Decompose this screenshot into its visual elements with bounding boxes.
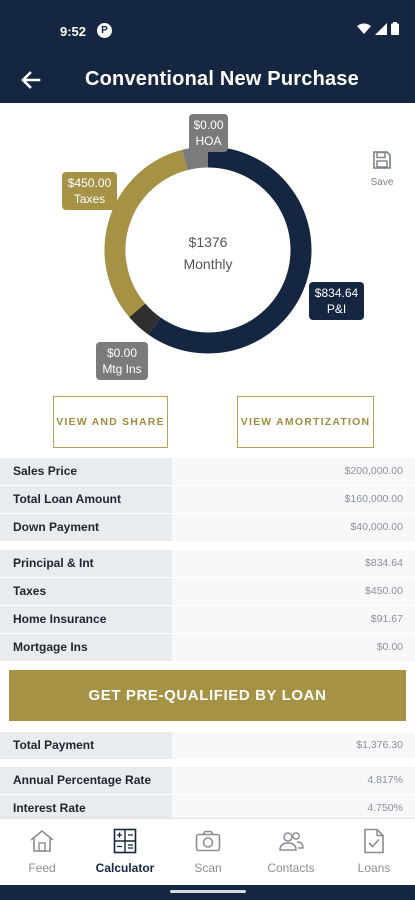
payment-breakdown-table: Principal & Int $834.64 Taxes $450.00 Home… — [0, 550, 415, 662]
calculator-icon — [113, 828, 137, 854]
table-row: Total Loan Amount $160,000.00 — [0, 486, 415, 514]
donut-slice-p-i — [148, 146, 312, 354]
pi-label: P&I — [326, 302, 347, 316]
get-prequalified-button[interactable]: GET PRE-QUALIFIED BY LOAN — [9, 670, 406, 721]
row-value: $834.64 — [172, 550, 415, 577]
app-bar: Conventional New Purchase — [0, 58, 415, 103]
page-title: Conventional New Purchase — [85, 68, 359, 90]
tab-label: Contacts — [267, 861, 315, 875]
row-value: $200,000.00 — [172, 458, 415, 485]
view-and-share-button[interactable]: VIEW AND SHARE — [53, 396, 168, 448]
row-label: Down Payment — [0, 514, 172, 541]
save-label: Save — [370, 177, 394, 188]
tab-scan[interactable]: Scan — [173, 827, 243, 875]
payment-donut-chart — [104, 146, 312, 354]
document-check-icon — [364, 828, 384, 854]
row-value: $160,000.00 — [172, 486, 415, 513]
monthly-total: $1376 — [188, 234, 228, 250]
home-icon — [30, 829, 54, 852]
row-label: Interest Rate — [0, 795, 172, 822]
row-label: Sales Price — [0, 458, 172, 485]
row-label: Annual Percentage Rate — [0, 767, 172, 794]
row-value: $0.00 — [172, 634, 415, 661]
row-value: $91.67 — [172, 606, 415, 633]
save-button[interactable]: Save — [366, 150, 398, 188]
hoa-label: HOA — [195, 134, 222, 148]
hoa-tag: $0.00 HOA — [189, 114, 228, 152]
rates-table: Annual Percentage Rate 4.817% Interest Ra… — [0, 767, 415, 823]
donut-slice-hoa — [182, 146, 209, 171]
row-value: 4.817% — [172, 767, 415, 794]
table-row: Taxes $450.00 — [0, 578, 415, 606]
pi-tag: $834.64 P&I — [309, 282, 364, 320]
taxes-amount: $450.00 — [67, 176, 112, 190]
row-value: $40,000.00 — [172, 514, 415, 541]
total-payment-table: Total Payment $1,376.30 — [0, 732, 415, 760]
signal-icon — [375, 22, 387, 35]
contacts-icon — [279, 832, 304, 851]
view-amortization-button[interactable]: VIEW AMORTIZATION — [237, 396, 374, 448]
table-row: Principal & Int $834.64 — [0, 550, 415, 578]
table-row: Mortgage Ins $0.00 — [0, 634, 415, 662]
app-notification-icon: P — [97, 23, 112, 38]
pi-amount: $834.64 — [314, 286, 359, 300]
system-icons — [357, 22, 399, 35]
table-row: Sales Price $200,000.00 — [0, 458, 415, 486]
tab-calculator[interactable]: Calculator — [90, 827, 160, 875]
row-label: Total Loan Amount — [0, 486, 172, 513]
table-row: Down Payment $40,000.00 — [0, 514, 415, 542]
tab-label: Feed — [28, 861, 56, 875]
loan-summary-table: Sales Price $200,000.00 Total Loan Amount… — [0, 458, 415, 542]
wifi-icon — [357, 23, 371, 34]
tab-loans[interactable]: Loans — [339, 827, 409, 875]
home-gesture-pill[interactable] — [170, 890, 246, 893]
row-value: $450.00 — [172, 578, 415, 605]
row-value: $1,376.30 — [172, 732, 415, 759]
status-time: 9:52 — [60, 24, 87, 39]
donut-slice-taxes — [104, 149, 188, 318]
row-value: 4.750% — [172, 795, 415, 822]
system-navigation-bar — [0, 885, 415, 900]
taxes-label: Taxes — [73, 192, 106, 206]
table-row: Annual Percentage Rate 4.817% — [0, 767, 415, 795]
table-row: Total Payment $1,376.30 — [0, 732, 415, 760]
row-label: Home Insurance — [0, 606, 172, 633]
tab-contacts[interactable]: Contacts — [256, 827, 326, 875]
monthly-label: Monthly — [183, 256, 233, 272]
taxes-tag: $450.00 Taxes — [62, 172, 117, 210]
tab-label: Loans — [357, 861, 391, 875]
mtg-ins-tag: $0.00 Mtg Ins — [96, 342, 148, 380]
status-bar: 9:52 P — [0, 0, 415, 58]
row-label: Total Payment — [0, 732, 172, 759]
bottom-tab-bar: Feed Calculator Scan Contacts Loans — [0, 818, 415, 885]
tab-label: Scan — [194, 861, 222, 875]
donut-slice-mtg-ins — [129, 303, 161, 335]
row-label: Principal & Int — [0, 550, 172, 577]
camera-icon — [195, 830, 221, 852]
back-arrow-icon[interactable] — [18, 67, 44, 93]
row-label: Taxes — [0, 578, 172, 605]
floppy-disk-icon — [373, 151, 391, 169]
table-row: Home Insurance $91.67 — [0, 606, 415, 634]
mtg-ins-amount: $0.00 — [106, 346, 138, 360]
hoa-amount: $0.00 — [193, 118, 224, 132]
tab-feed[interactable]: Feed — [7, 827, 77, 875]
battery-icon — [391, 22, 399, 35]
mtg-ins-label: Mtg Ins — [102, 362, 142, 376]
tab-label: Calculator — [95, 861, 155, 875]
row-label: Mortgage Ins — [0, 634, 172, 661]
